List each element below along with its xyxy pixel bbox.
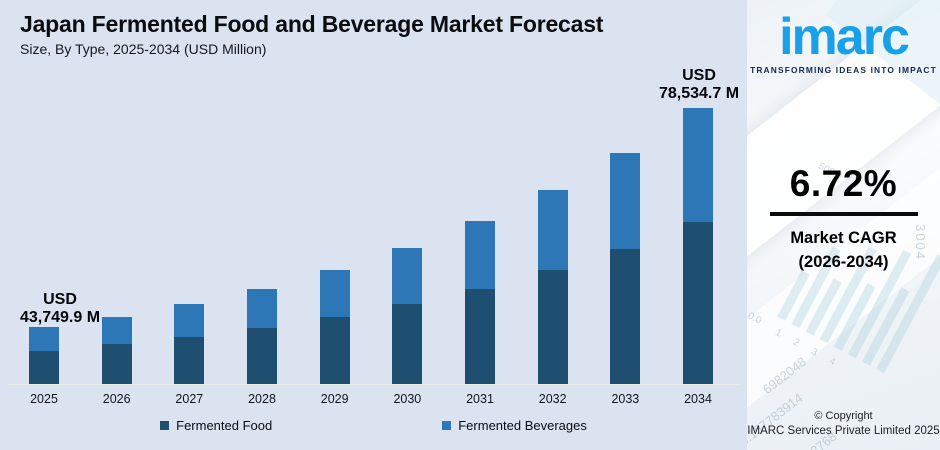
- bar-2030-fermented-food-segment: [392, 304, 423, 384]
- chart-subtitle: Size, By Type, 2025-2034 (USD Million): [20, 41, 267, 57]
- x-tick-2034: 2034: [684, 392, 712, 406]
- bar-2030: [392, 248, 423, 384]
- bar-2025: [29, 327, 59, 384]
- x-tick-2029: 2029: [320, 392, 349, 406]
- imarc-logo: imarc TRANSFORMING IDEAS INTO IMPACT: [747, 8, 940, 76]
- x-tick-2033: 2033: [611, 392, 640, 406]
- bar-2031-fermented-food-segment: [465, 289, 496, 384]
- legend-label: Fermented Food: [176, 418, 273, 433]
- chart-legend: Fermented Food Fermented Beverages: [0, 418, 747, 433]
- x-tick-2027: 2027: [175, 392, 204, 406]
- watermark-number: 6982048: [759, 354, 809, 397]
- x-tick-2030: 2030: [393, 392, 422, 406]
- bar-2030-fermented-beverages-segment: [392, 248, 423, 304]
- cagr-block: 6.72% Market CAGR (2026-2034): [747, 163, 940, 275]
- fermented-beverages-swatch-icon: [442, 421, 452, 430]
- copyright: © Copyright IMARC Services Private Limit…: [747, 410, 940, 437]
- watermark-bar: [862, 287, 910, 366]
- watermark-axis-label: 0.0: [747, 310, 764, 327]
- bar-2027: [174, 304, 205, 384]
- watermark-bar: [777, 270, 810, 321]
- bar-2034-fermented-food-segment: [683, 222, 714, 384]
- watermark-tick-labels: 1 2 3 4: [773, 327, 843, 371]
- x-tick-2026: 2026: [102, 392, 131, 406]
- bar-2028-fermented-food-segment: [247, 328, 277, 384]
- bar-2033-fermented-food-segment: [610, 249, 641, 384]
- bar-2032-fermented-beverages-segment: [537, 190, 568, 270]
- copyright-company-line: IMARC Services Private Limited 2025: [747, 425, 940, 437]
- bar-2027-fermented-food-segment: [174, 337, 205, 384]
- bar-2029-fermented-beverages-segment: [319, 270, 350, 317]
- stacked-bar-chart: USD 43,749.9 M USD 78,534.7 M 2025 2026 20…: [0, 67, 740, 406]
- page-title: Japan Fermented Food and Beverage Market…: [20, 11, 604, 37]
- bar-2027-fermented-beverages-segment: [174, 304, 205, 337]
- x-tick-2028: 2028: [248, 392, 276, 406]
- bar-2033-fermented-beverages-segment: [610, 153, 641, 249]
- bar-2033: [610, 153, 641, 384]
- legend-label: Fermented Beverages: [458, 418, 587, 433]
- cagr-label-line1: Market CAGR: [790, 229, 897, 247]
- cagr-label-line2: (2026-2034): [798, 252, 889, 271]
- imarc-tagline: TRANSFORMING IDEAS INTO IMPACT: [750, 65, 937, 76]
- bar-2029-fermented-food-segment: [319, 317, 350, 384]
- bar-2026-fermented-beverages-segment: [101, 317, 132, 344]
- bar-2031-fermented-beverages-segment: [465, 221, 496, 289]
- bar-2028-fermented-beverages-segment: [247, 289, 277, 328]
- x-tick-2025: 2025: [30, 392, 58, 406]
- fermented-food-swatch-icon: [160, 421, 170, 430]
- x-tick-2031: 2031: [466, 392, 494, 406]
- cagr-label: Market CAGR (2026-2034): [747, 227, 940, 275]
- legend-item-fermented-beverages: Fermented Beverages: [442, 418, 587, 433]
- bar-2034-fermented-beverages-segment: [683, 108, 714, 222]
- copyright-symbol-line: © Copyright: [814, 410, 873, 422]
- x-tick-2032: 2032: [538, 392, 567, 406]
- bar-2032: [537, 190, 568, 384]
- bar-2025-fermented-food-segment: [29, 351, 59, 384]
- bar-2029: [319, 270, 350, 384]
- watermark-bar: [805, 278, 842, 336]
- bar-2025-fermented-beverages-segment: [29, 327, 59, 351]
- cagr-value: 6.72%: [789, 163, 898, 204]
- data-label-2025: USD 43,749.9 M: [0, 291, 120, 328]
- bar-2026-fermented-food-segment: [101, 344, 132, 384]
- watermark-bar: [833, 282, 876, 351]
- imarc-wordmark: imarc: [779, 8, 910, 66]
- legend-item-fermented-food: Fermented Food: [160, 418, 272, 433]
- bar-2026: [101, 317, 132, 384]
- data-label-2025-currency: USD: [43, 291, 77, 308]
- data-label-2034: USD 78,534.7 M: [639, 67, 759, 104]
- bar-2034: [683, 108, 714, 384]
- x-axis-line: [8, 384, 740, 385]
- brand-sidebar: 500.0 0.0 1 2 3 4 6982048 0.157783914 27…: [747, 0, 940, 450]
- data-label-2025-value: 43,749.9 M: [19, 309, 101, 327]
- cagr-divider: [769, 212, 918, 216]
- bar-2028: [247, 289, 277, 384]
- bar-2032-fermented-food-segment: [537, 270, 568, 384]
- chart-panel: Japan Fermented Food and Beverage Market…: [0, 11, 747, 433]
- data-label-2034-value: 78,534.7 M: [658, 85, 740, 103]
- data-label-2034-currency: USD: [682, 67, 716, 84]
- bar-2031: [465, 221, 496, 384]
